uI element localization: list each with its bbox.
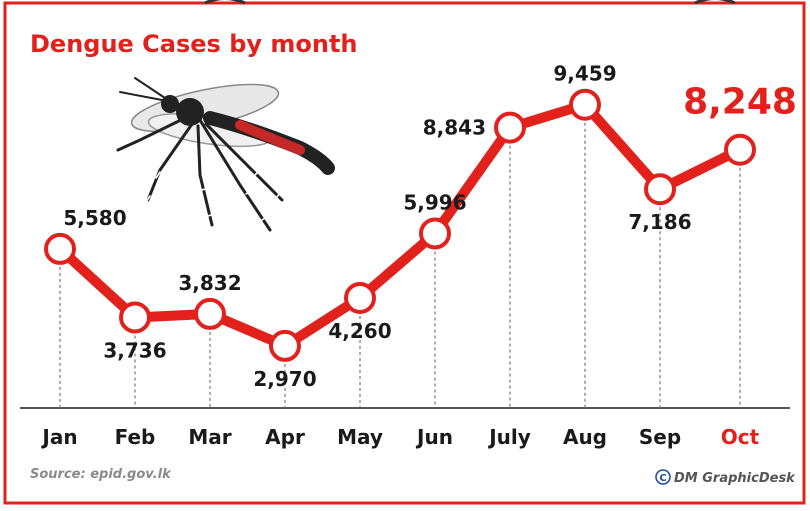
x-tick-label: Aug bbox=[563, 425, 607, 449]
frame bbox=[3, 1, 806, 505]
value-label: 3,736 bbox=[103, 338, 166, 362]
x-tick-label: Feb bbox=[115, 425, 156, 449]
data-point bbox=[269, 329, 301, 362]
x-tick-label: Jun bbox=[415, 425, 453, 449]
data-points bbox=[44, 88, 756, 362]
data-point bbox=[644, 173, 676, 206]
chart-title: Dengue Cases by month bbox=[30, 30, 358, 58]
data-point bbox=[494, 111, 526, 144]
value-label-highlight: 8,248 bbox=[683, 82, 797, 123]
x-tick-label: Apr bbox=[265, 425, 305, 449]
data-point bbox=[344, 281, 376, 314]
x-tick-label: Jan bbox=[40, 425, 77, 449]
source-note: Source: epid.gov.lk bbox=[30, 467, 172, 482]
drop-lines bbox=[59, 104, 741, 408]
data-point bbox=[724, 133, 756, 166]
copyright-credit: C DM GraphicDesk bbox=[655, 469, 796, 486]
svg-text:C: C bbox=[659, 473, 666, 484]
data-point bbox=[569, 88, 601, 121]
data-point bbox=[419, 217, 451, 250]
top-ornament-left bbox=[204, 0, 246, 5]
copyright-icon bbox=[655, 469, 671, 485]
data-point bbox=[119, 301, 151, 334]
top-ornament-right bbox=[694, 0, 736, 5]
value-label: 3,832 bbox=[178, 271, 241, 295]
data-point bbox=[44, 232, 76, 265]
value-label: 9,459 bbox=[553, 62, 616, 86]
x-tick-labels: Jan Feb Mar Apr May Jun July Aug Sep Oct bbox=[40, 425, 759, 449]
x-tick-label: Oct bbox=[721, 425, 760, 449]
x-tick-label: Mar bbox=[188, 425, 231, 449]
x-tick-label: May bbox=[337, 425, 383, 449]
credit-text: DM GraphicDesk bbox=[674, 471, 796, 486]
value-label: 8,843 bbox=[423, 116, 486, 140]
x-tick-label: July bbox=[487, 425, 531, 449]
value-label: 7,186 bbox=[628, 210, 691, 234]
value-label: 2,970 bbox=[253, 367, 316, 391]
value-label: 4,260 bbox=[328, 319, 391, 343]
value-label: 5,996 bbox=[403, 190, 466, 214]
value-label: 5,580 bbox=[63, 206, 126, 230]
value-labels: 5,580 3,736 3,832 2,970 4,260 5,996 8,843 9,459… bbox=[63, 62, 797, 391]
series-line bbox=[55, 99, 745, 351]
mosquito-illustration bbox=[116, 77, 335, 232]
x-tick-label: Sep bbox=[639, 425, 681, 449]
data-point bbox=[194, 297, 226, 330]
